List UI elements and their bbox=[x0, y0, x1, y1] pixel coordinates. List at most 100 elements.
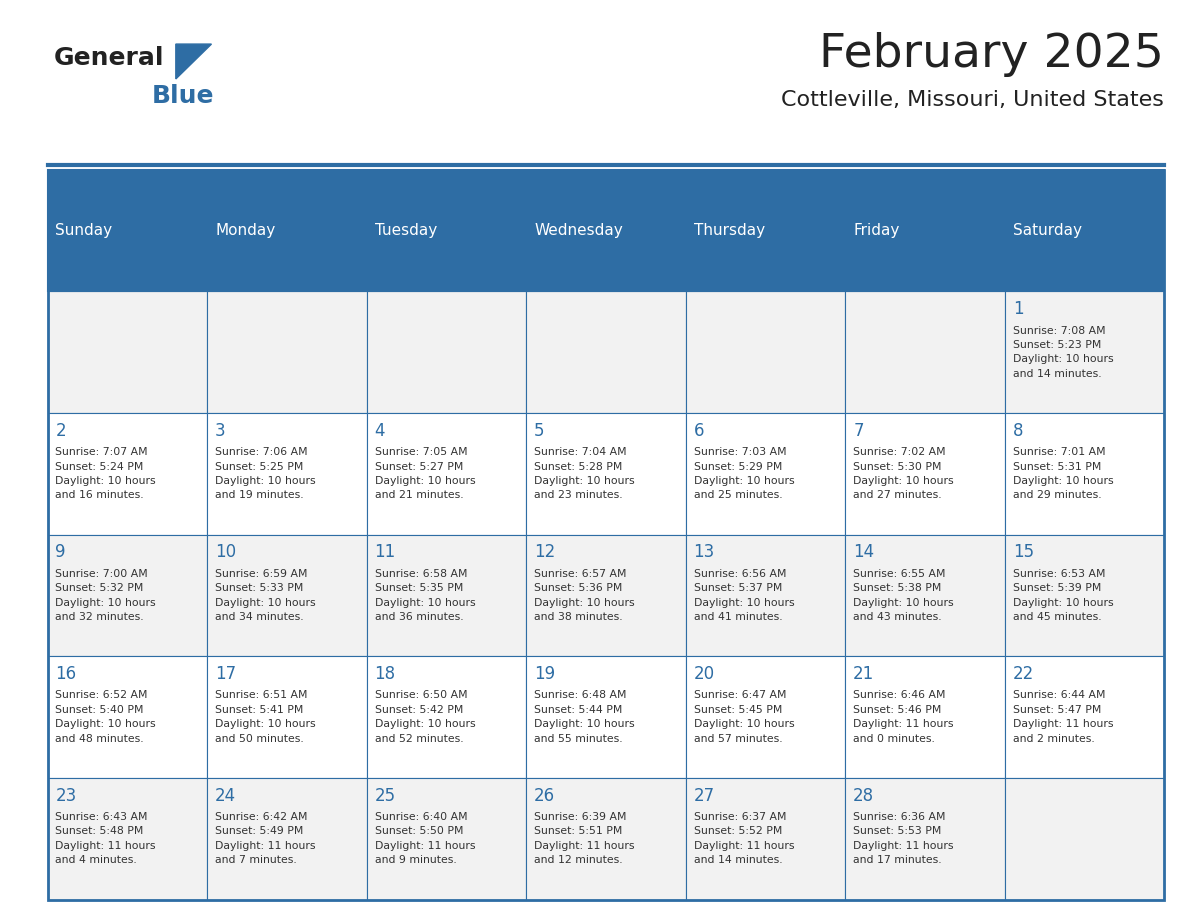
Text: 17: 17 bbox=[215, 665, 236, 683]
Text: 24: 24 bbox=[215, 787, 236, 804]
Text: Blue: Blue bbox=[152, 84, 215, 108]
FancyBboxPatch shape bbox=[845, 170, 1005, 292]
Text: Sunrise: 7:06 AM
Sunset: 5:25 PM
Daylight: 10 hours
and 19 minutes.: Sunrise: 7:06 AM Sunset: 5:25 PM Dayligh… bbox=[215, 447, 316, 500]
Text: Thursday: Thursday bbox=[694, 223, 765, 238]
Text: Sunrise: 6:48 AM
Sunset: 5:44 PM
Daylight: 10 hours
and 55 minutes.: Sunrise: 6:48 AM Sunset: 5:44 PM Dayligh… bbox=[535, 690, 634, 744]
FancyBboxPatch shape bbox=[685, 413, 845, 534]
FancyBboxPatch shape bbox=[48, 170, 207, 292]
FancyBboxPatch shape bbox=[526, 534, 685, 656]
FancyBboxPatch shape bbox=[685, 656, 845, 778]
Text: Sunrise: 6:36 AM
Sunset: 5:53 PM
Daylight: 11 hours
and 17 minutes.: Sunrise: 6:36 AM Sunset: 5:53 PM Dayligh… bbox=[853, 812, 954, 866]
Text: 23: 23 bbox=[56, 787, 77, 804]
Text: 4: 4 bbox=[374, 421, 385, 440]
Text: 20: 20 bbox=[694, 665, 715, 683]
Text: Wednesday: Wednesday bbox=[535, 223, 623, 238]
Text: Sunrise: 6:57 AM
Sunset: 5:36 PM
Daylight: 10 hours
and 38 minutes.: Sunrise: 6:57 AM Sunset: 5:36 PM Dayligh… bbox=[535, 569, 634, 622]
Text: 16: 16 bbox=[56, 665, 76, 683]
FancyBboxPatch shape bbox=[207, 292, 367, 413]
Text: 15: 15 bbox=[1012, 543, 1034, 561]
FancyBboxPatch shape bbox=[845, 534, 1005, 656]
Text: Friday: Friday bbox=[853, 223, 899, 238]
Text: Monday: Monday bbox=[215, 223, 276, 238]
Text: Sunrise: 7:02 AM
Sunset: 5:30 PM
Daylight: 10 hours
and 27 minutes.: Sunrise: 7:02 AM Sunset: 5:30 PM Dayligh… bbox=[853, 447, 954, 500]
FancyBboxPatch shape bbox=[207, 778, 367, 900]
FancyBboxPatch shape bbox=[526, 413, 685, 534]
Text: 28: 28 bbox=[853, 787, 874, 804]
FancyBboxPatch shape bbox=[367, 413, 526, 534]
Text: Sunrise: 6:52 AM
Sunset: 5:40 PM
Daylight: 10 hours
and 48 minutes.: Sunrise: 6:52 AM Sunset: 5:40 PM Dayligh… bbox=[56, 690, 156, 744]
FancyBboxPatch shape bbox=[526, 656, 685, 778]
FancyBboxPatch shape bbox=[526, 170, 685, 292]
FancyBboxPatch shape bbox=[685, 534, 845, 656]
Text: Sunrise: 6:42 AM
Sunset: 5:49 PM
Daylight: 11 hours
and 7 minutes.: Sunrise: 6:42 AM Sunset: 5:49 PM Dayligh… bbox=[215, 812, 316, 866]
Text: Cottleville, Missouri, United States: Cottleville, Missouri, United States bbox=[782, 90, 1164, 110]
Text: 2: 2 bbox=[56, 421, 67, 440]
FancyBboxPatch shape bbox=[1005, 656, 1164, 778]
Text: Tuesday: Tuesday bbox=[374, 223, 437, 238]
Text: Sunrise: 6:47 AM
Sunset: 5:45 PM
Daylight: 10 hours
and 57 minutes.: Sunrise: 6:47 AM Sunset: 5:45 PM Dayligh… bbox=[694, 690, 795, 744]
Text: Sunrise: 6:50 AM
Sunset: 5:42 PM
Daylight: 10 hours
and 52 minutes.: Sunrise: 6:50 AM Sunset: 5:42 PM Dayligh… bbox=[374, 690, 475, 744]
Text: Sunrise: 6:55 AM
Sunset: 5:38 PM
Daylight: 10 hours
and 43 minutes.: Sunrise: 6:55 AM Sunset: 5:38 PM Dayligh… bbox=[853, 569, 954, 622]
FancyBboxPatch shape bbox=[367, 170, 526, 292]
Text: 27: 27 bbox=[694, 787, 715, 804]
Text: 11: 11 bbox=[374, 543, 396, 561]
FancyBboxPatch shape bbox=[1005, 170, 1164, 292]
FancyBboxPatch shape bbox=[367, 656, 526, 778]
FancyBboxPatch shape bbox=[48, 292, 207, 413]
FancyBboxPatch shape bbox=[207, 413, 367, 534]
Text: 10: 10 bbox=[215, 543, 236, 561]
FancyBboxPatch shape bbox=[367, 292, 526, 413]
FancyBboxPatch shape bbox=[48, 778, 207, 900]
Text: 6: 6 bbox=[694, 421, 704, 440]
Text: 14: 14 bbox=[853, 543, 874, 561]
FancyBboxPatch shape bbox=[48, 413, 207, 534]
Text: Sunday: Sunday bbox=[56, 223, 113, 238]
Text: 3: 3 bbox=[215, 421, 226, 440]
Text: Sunrise: 6:59 AM
Sunset: 5:33 PM
Daylight: 10 hours
and 34 minutes.: Sunrise: 6:59 AM Sunset: 5:33 PM Dayligh… bbox=[215, 569, 316, 622]
FancyBboxPatch shape bbox=[367, 778, 526, 900]
Text: 21: 21 bbox=[853, 665, 874, 683]
Text: Sunrise: 6:51 AM
Sunset: 5:41 PM
Daylight: 10 hours
and 50 minutes.: Sunrise: 6:51 AM Sunset: 5:41 PM Dayligh… bbox=[215, 690, 316, 744]
Text: General: General bbox=[53, 46, 164, 70]
FancyBboxPatch shape bbox=[207, 534, 367, 656]
Text: Sunrise: 6:37 AM
Sunset: 5:52 PM
Daylight: 11 hours
and 14 minutes.: Sunrise: 6:37 AM Sunset: 5:52 PM Dayligh… bbox=[694, 812, 794, 866]
Text: Sunrise: 6:40 AM
Sunset: 5:50 PM
Daylight: 11 hours
and 9 minutes.: Sunrise: 6:40 AM Sunset: 5:50 PM Dayligh… bbox=[374, 812, 475, 866]
FancyBboxPatch shape bbox=[685, 292, 845, 413]
Text: Sunrise: 6:53 AM
Sunset: 5:39 PM
Daylight: 10 hours
and 45 minutes.: Sunrise: 6:53 AM Sunset: 5:39 PM Dayligh… bbox=[1012, 569, 1113, 622]
Text: 9: 9 bbox=[56, 543, 67, 561]
Text: Sunrise: 7:08 AM
Sunset: 5:23 PM
Daylight: 10 hours
and 14 minutes.: Sunrise: 7:08 AM Sunset: 5:23 PM Dayligh… bbox=[1012, 326, 1113, 379]
Text: Sunrise: 7:04 AM
Sunset: 5:28 PM
Daylight: 10 hours
and 23 minutes.: Sunrise: 7:04 AM Sunset: 5:28 PM Dayligh… bbox=[535, 447, 634, 500]
Text: Sunrise: 6:44 AM
Sunset: 5:47 PM
Daylight: 11 hours
and 2 minutes.: Sunrise: 6:44 AM Sunset: 5:47 PM Dayligh… bbox=[1012, 690, 1113, 744]
Text: Sunrise: 6:56 AM
Sunset: 5:37 PM
Daylight: 10 hours
and 41 minutes.: Sunrise: 6:56 AM Sunset: 5:37 PM Dayligh… bbox=[694, 569, 795, 622]
Text: Sunrise: 6:46 AM
Sunset: 5:46 PM
Daylight: 11 hours
and 0 minutes.: Sunrise: 6:46 AM Sunset: 5:46 PM Dayligh… bbox=[853, 690, 954, 744]
Text: February 2025: February 2025 bbox=[820, 32, 1164, 77]
Text: Sunrise: 7:00 AM
Sunset: 5:32 PM
Daylight: 10 hours
and 32 minutes.: Sunrise: 7:00 AM Sunset: 5:32 PM Dayligh… bbox=[56, 569, 156, 622]
Text: 18: 18 bbox=[374, 665, 396, 683]
Text: 1: 1 bbox=[1012, 300, 1023, 318]
FancyBboxPatch shape bbox=[207, 656, 367, 778]
Text: Sunrise: 7:05 AM
Sunset: 5:27 PM
Daylight: 10 hours
and 21 minutes.: Sunrise: 7:05 AM Sunset: 5:27 PM Dayligh… bbox=[374, 447, 475, 500]
FancyBboxPatch shape bbox=[845, 292, 1005, 413]
Text: 26: 26 bbox=[535, 787, 555, 804]
FancyBboxPatch shape bbox=[1005, 778, 1164, 900]
FancyBboxPatch shape bbox=[1005, 534, 1164, 656]
Text: Sunrise: 6:58 AM
Sunset: 5:35 PM
Daylight: 10 hours
and 36 minutes.: Sunrise: 6:58 AM Sunset: 5:35 PM Dayligh… bbox=[374, 569, 475, 622]
Text: Sunrise: 6:39 AM
Sunset: 5:51 PM
Daylight: 11 hours
and 12 minutes.: Sunrise: 6:39 AM Sunset: 5:51 PM Dayligh… bbox=[535, 812, 634, 866]
FancyBboxPatch shape bbox=[845, 413, 1005, 534]
FancyBboxPatch shape bbox=[48, 534, 207, 656]
Text: 25: 25 bbox=[374, 787, 396, 804]
FancyBboxPatch shape bbox=[845, 778, 1005, 900]
Text: 22: 22 bbox=[1012, 665, 1034, 683]
FancyBboxPatch shape bbox=[685, 778, 845, 900]
FancyBboxPatch shape bbox=[845, 656, 1005, 778]
FancyBboxPatch shape bbox=[48, 656, 207, 778]
Text: 8: 8 bbox=[1012, 421, 1023, 440]
FancyBboxPatch shape bbox=[526, 292, 685, 413]
Text: 5: 5 bbox=[535, 421, 544, 440]
FancyBboxPatch shape bbox=[207, 170, 367, 292]
Text: Sunrise: 6:43 AM
Sunset: 5:48 PM
Daylight: 11 hours
and 4 minutes.: Sunrise: 6:43 AM Sunset: 5:48 PM Dayligh… bbox=[56, 812, 156, 866]
Text: Sunrise: 7:07 AM
Sunset: 5:24 PM
Daylight: 10 hours
and 16 minutes.: Sunrise: 7:07 AM Sunset: 5:24 PM Dayligh… bbox=[56, 447, 156, 500]
FancyBboxPatch shape bbox=[1005, 413, 1164, 534]
FancyBboxPatch shape bbox=[367, 534, 526, 656]
Text: 12: 12 bbox=[535, 543, 555, 561]
